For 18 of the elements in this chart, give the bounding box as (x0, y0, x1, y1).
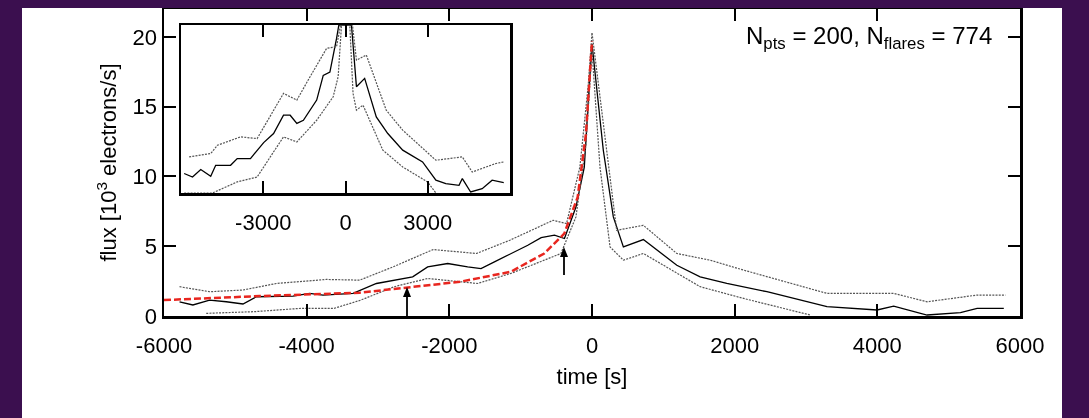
x-tick-label: -6000 (135, 332, 193, 358)
x-axis-title: time [s] (556, 364, 628, 390)
x-tick-label: 6000 (995, 332, 1045, 358)
x-tick-label: -4000 (278, 332, 335, 358)
x-tick-label: -3000 (235, 209, 292, 235)
y-tick-label: 15 (132, 94, 158, 120)
x-tick-label: 0 (585, 332, 599, 358)
line-series (164, 39, 594, 302)
y-tick-label: 5 (144, 233, 158, 259)
y-tick-label: 0 (144, 303, 158, 329)
annotation: N$_{pts}$ = 200, N$_{flares}$ = 774 (746, 22, 993, 54)
y-tick-label: 10 (132, 164, 158, 190)
x-tick-label: 3000 (403, 209, 453, 235)
x-tick-label: -2000 (421, 332, 478, 358)
y-tick-label: 20 (132, 24, 158, 50)
x-tick-label: 4000 (852, 332, 902, 358)
x-tick-label: 0 (339, 209, 352, 235)
x-tick-label: 2000 (710, 332, 760, 358)
